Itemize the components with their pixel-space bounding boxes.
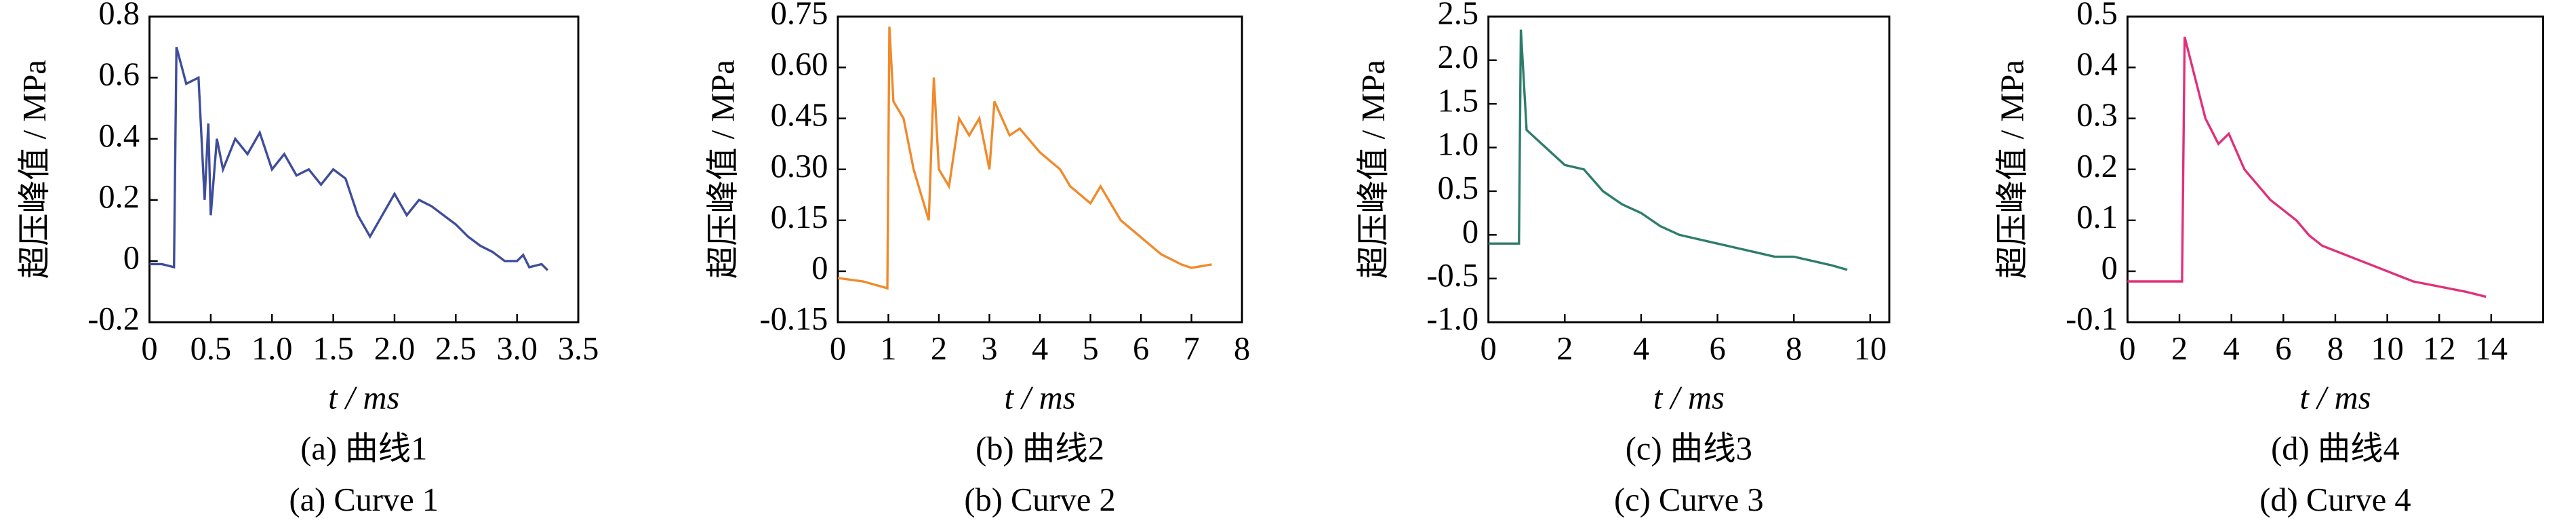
x-tick-label: 1.0 xyxy=(251,331,293,367)
y-tick-label: 0.2 xyxy=(98,179,140,215)
caption-zh: (c) 曲线3 xyxy=(1626,431,1752,467)
x-tick-label: 4 xyxy=(2223,331,2240,367)
x-axis-label: t / ms xyxy=(328,380,399,416)
caption-zh: (d) 曲线4 xyxy=(2271,431,2400,467)
y-tick-label: 0.15 xyxy=(771,199,828,235)
y-tick-label: 0.45 xyxy=(771,98,828,134)
data-line xyxy=(149,46,549,271)
x-tick-label: 3 xyxy=(981,331,997,367)
y-tick-label: 0.2 xyxy=(2076,149,2118,184)
x-axis-label: t / ms xyxy=(2299,380,2371,416)
caption-en: (b) Curve 2 xyxy=(964,482,1115,518)
y-tick-label: 0.4 xyxy=(2076,47,2118,83)
y-axis-label: 超压峰值 / MPa xyxy=(1995,60,2031,279)
y-tick-label: 0.6 xyxy=(98,57,140,93)
y-axis-label: 超压峰值 / MPa xyxy=(17,60,53,279)
x-tick-label: 8 xyxy=(2327,331,2343,367)
y-tick-label: 0.60 xyxy=(771,47,828,83)
x-axis-label: t / ms xyxy=(1005,380,1076,416)
y-tick-label: 0 xyxy=(1462,214,1478,250)
y-tick-label: 0.30 xyxy=(771,149,828,184)
y-tick-label: 0.75 xyxy=(771,0,828,31)
caption-zh: (a) 曲线1 xyxy=(300,431,427,467)
x-tick-label: 2.0 xyxy=(374,331,416,367)
y-tick-label: 1.0 xyxy=(1438,127,1479,163)
y-tick-label: -0.15 xyxy=(759,301,828,337)
caption-zh: (b) 曲线2 xyxy=(975,431,1104,467)
x-tick-label: 0 xyxy=(1481,331,1497,367)
x-tick-label: 5 xyxy=(1082,331,1098,367)
x-tick-label: 2 xyxy=(2171,331,2188,367)
x-tick-label: 8 xyxy=(1234,331,1250,367)
x-tick-label: 6 xyxy=(1709,331,1725,367)
plot-frame xyxy=(148,15,580,323)
x-tick-label: 3.5 xyxy=(558,331,599,367)
plot-frame xyxy=(2126,15,2544,323)
data-line xyxy=(2127,36,2487,298)
y-axis-label: 超压峰值 / MPa xyxy=(705,60,741,279)
x-tick-label: 6 xyxy=(2275,331,2291,367)
data-line xyxy=(1488,29,1848,271)
x-tick-label: 2.5 xyxy=(435,331,477,367)
caption-en: (c) Curve 3 xyxy=(1614,482,1764,518)
x-tick-label: 4 xyxy=(1633,331,1649,367)
y-tick-label: 0 xyxy=(2101,250,2118,286)
x-tick-label: 2 xyxy=(1556,331,1573,367)
y-tick-label: 2.0 xyxy=(1438,39,1479,75)
x-tick-label: 0 xyxy=(141,331,157,367)
y-tick-label: 0.1 xyxy=(2076,199,2118,235)
plot-frame xyxy=(837,15,1243,323)
y-tick-label: 0 xyxy=(123,240,140,276)
data-line xyxy=(837,26,1212,290)
y-tick-label: 0.5 xyxy=(2076,0,2118,31)
plot-frame xyxy=(1487,15,1891,323)
y-tick-label: 2.5 xyxy=(1438,0,1479,31)
y-tick-label: 0.5 xyxy=(1438,170,1479,206)
x-tick-label: 0 xyxy=(2119,331,2135,367)
x-tick-label: 0.5 xyxy=(190,331,232,367)
y-tick-label: -0.2 xyxy=(87,301,140,337)
x-tick-label: 3.0 xyxy=(496,331,538,367)
x-tick-label: 10 xyxy=(1854,331,1887,367)
x-axis-label: t / ms xyxy=(1653,380,1725,416)
y-tick-label: 0.8 xyxy=(98,0,140,31)
x-tick-label: 2 xyxy=(931,331,947,367)
y-axis-label: 超压峰值 / MPa xyxy=(1356,60,1392,279)
y-tick-label: 1.5 xyxy=(1438,83,1479,119)
y-tick-label: 0.4 xyxy=(98,118,140,154)
y-tick-label: -0.5 xyxy=(1426,258,1478,294)
x-tick-label: 4 xyxy=(1032,331,1048,367)
x-tick-label: 8 xyxy=(1786,331,1802,367)
x-tick-label: 7 xyxy=(1184,331,1200,367)
x-tick-label: 1 xyxy=(880,331,896,367)
x-tick-label: 12 xyxy=(2423,331,2455,367)
caption-en: (a) Curve 1 xyxy=(289,482,439,518)
y-tick-label: -1.0 xyxy=(1426,301,1478,337)
x-tick-label: 10 xyxy=(2371,331,2403,367)
x-tick-label: 6 xyxy=(1133,331,1149,367)
x-tick-label: 14 xyxy=(2475,331,2508,367)
y-tick-label: -0.1 xyxy=(2066,301,2118,337)
x-tick-label: 1.5 xyxy=(313,331,354,367)
y-tick-label: 0 xyxy=(811,250,828,286)
caption-en: (d) Curve 4 xyxy=(2259,482,2411,518)
x-tick-label: 0 xyxy=(830,331,846,367)
y-tick-label: 0.3 xyxy=(2076,98,2118,134)
